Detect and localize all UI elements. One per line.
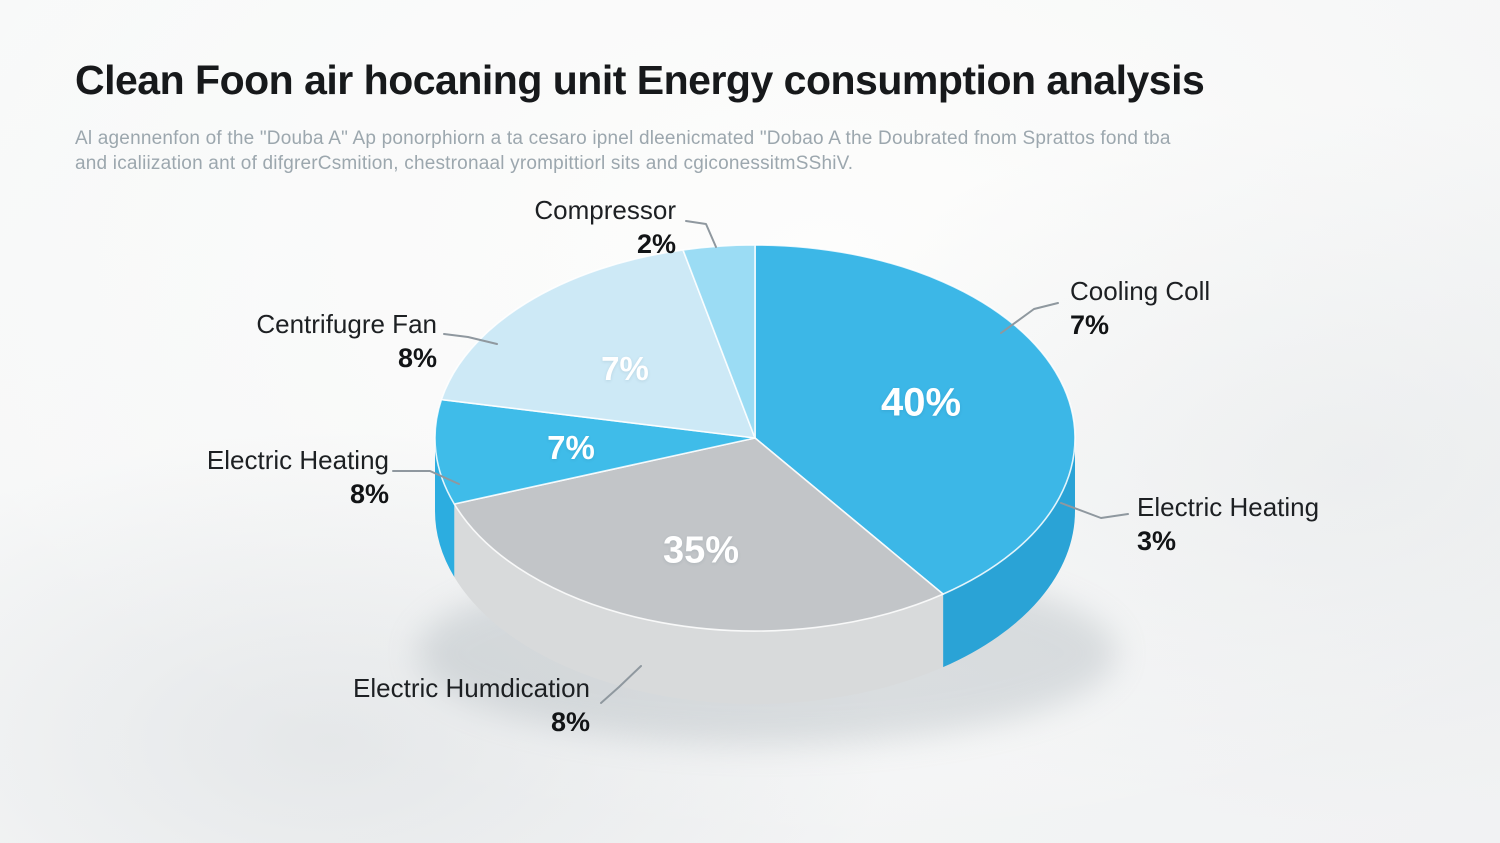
page-subtitle: Al agennenfon of the "Douba A" Ap ponorp… — [75, 126, 1171, 176]
callout-compressor-value: 2% — [636, 228, 676, 259]
subtitle-line-2: and icaliization ant of difgrerCsmition,… — [75, 153, 854, 174]
callout-compressor-label: Compressor — [534, 195, 676, 225]
callout-electric-heating-right-value: 3% — [1137, 525, 1177, 556]
leader-line — [600, 665, 642, 704]
callout-leader-lines — [392, 220, 1129, 704]
callout-cooling-coll-label: Cooling Coll — [1070, 276, 1211, 306]
callout-electric-heating-left-label: Electric Heating — [206, 445, 389, 475]
pie-side — [943, 438, 1075, 668]
slice-value-fan: 7% — [601, 350, 649, 387]
callout-electric-humdication-label: Electric Humdication — [353, 673, 590, 703]
slice-value-humdication: 35% — [662, 529, 740, 572]
callout-centrifugre-fan-label: Centrifugre Fan — [256, 309, 437, 339]
page-title: Clean Foon air hocaning unit Energy cons… — [75, 57, 1205, 103]
callout-compressor: Compressor 2% — [426, 195, 676, 260]
pie-slice — [754, 244, 1076, 595]
leader-line — [1060, 502, 1129, 519]
leader-line — [685, 220, 717, 248]
callout-centrifugre-fan-value: 8% — [397, 342, 437, 373]
pie-side — [454, 504, 944, 704]
callout-cooling-coll: Cooling Coll 7% — [1070, 276, 1330, 341]
callout-electric-humdication-value: 8% — [550, 706, 590, 737]
pie-slice — [434, 398, 756, 505]
subtitle-line-1: Al agennenfon of the "Douba A" Ap ponorp… — [75, 128, 1171, 149]
callout-electric-heating-left: Electric Heating 8% — [139, 445, 389, 510]
callout-cooling-coll-value: 7% — [1070, 309, 1110, 340]
slice-value-cooling: 40% — [880, 380, 962, 425]
callout-centrifugre-fan: Centrifugre Fan 8% — [187, 309, 437, 374]
pie-slice — [682, 244, 756, 439]
callout-electric-heating-right: Electric Heating 3% — [1137, 492, 1417, 557]
callout-electric-humdication: Electric Humdication 8% — [290, 673, 590, 738]
pie-slice — [440, 249, 756, 439]
callout-electric-heating-right-label: Electric Heating — [1137, 492, 1320, 522]
pie-slice — [453, 437, 944, 632]
pie-top-slices — [434, 244, 1076, 632]
leader-line — [392, 470, 460, 485]
callout-electric-heating-left-value: 8% — [349, 478, 389, 509]
leader-line — [443, 333, 498, 345]
slice-value-heating: 7% — [547, 429, 595, 466]
leader-line — [1000, 302, 1059, 334]
